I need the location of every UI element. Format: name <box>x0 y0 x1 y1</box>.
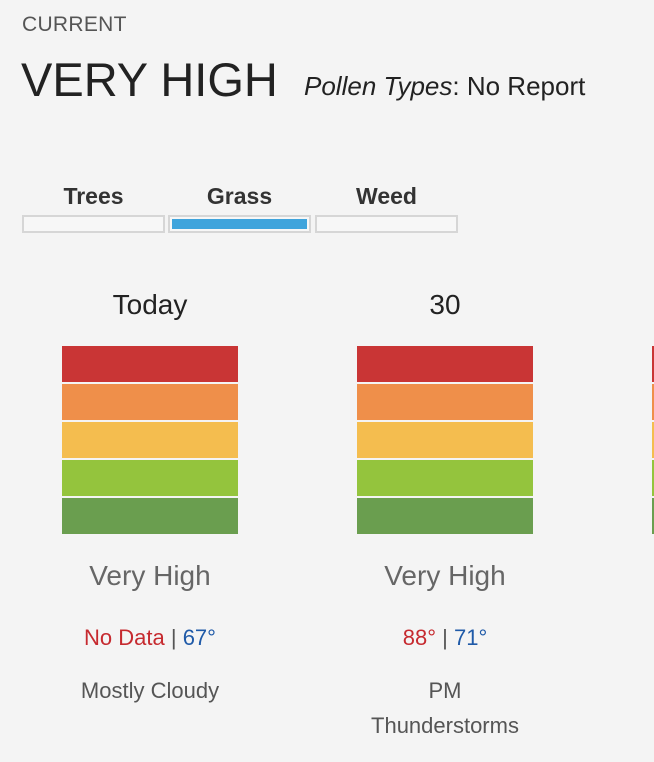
weather-condition: Mostly Cloudy <box>80 678 220 703</box>
low-temp: 71° <box>453 625 488 650</box>
meter-segment-moderate <box>652 422 654 458</box>
temp-separator: | <box>436 625 454 650</box>
meter-segment-low <box>62 460 238 496</box>
temperature-range: 88° | 71° <box>315 625 575 651</box>
weather-condition: PM Thunderstorms <box>371 678 519 738</box>
meter-segment-very-low <box>357 498 533 534</box>
pollen-types: Pollen Types: No Report <box>304 71 586 101</box>
pollen-types-label: Pollen Types <box>304 71 453 101</box>
low-temp: 67° <box>182 625 216 650</box>
tab-label: Weed <box>356 183 417 209</box>
tab-grass[interactable]: Grass <box>168 180 311 236</box>
high-temp: 88° <box>402 625 437 650</box>
tab-trees[interactable]: Trees <box>22 180 165 236</box>
meter-segment-very-high <box>62 346 238 382</box>
day-title: Today <box>112 289 188 320</box>
tab-label: Grass <box>206 183 273 209</box>
pollen-meter <box>357 346 533 536</box>
tab-indicator <box>168 215 311 233</box>
meter-segment-high <box>652 384 654 420</box>
tab-indicator <box>22 215 165 233</box>
current-label: CURRENT <box>22 13 127 36</box>
meter-segment-very-low <box>652 498 654 534</box>
day-title: 30 <box>429 289 461 320</box>
meter-segment-low <box>357 460 533 496</box>
high-temp: No Data <box>84 625 165 650</box>
tab-label: Trees <box>63 183 124 209</box>
meter-segment-high <box>62 384 238 420</box>
temp-separator: | <box>164 625 183 650</box>
meter-segment-low <box>652 460 654 496</box>
pollen-types-value: No Report <box>466 71 586 101</box>
meter-segment-very-high <box>357 346 533 382</box>
forecast-level: Very High <box>384 560 506 591</box>
meter-segment-high <box>357 384 533 420</box>
meter-segment-moderate <box>62 422 238 458</box>
meter-segment-moderate <box>357 422 533 458</box>
meter-segment-very-low <box>62 498 238 534</box>
forecast-level: Very High <box>89 560 211 591</box>
temperature-range: No Data | 67° <box>20 625 280 651</box>
pollen-tabs: Trees Grass Weed <box>22 180 458 236</box>
meter-segment-very-high <box>652 346 654 382</box>
tab-indicator <box>315 215 458 233</box>
pollen-meter <box>62 346 238 536</box>
current-pollen-level: VERY HIGH <box>21 53 278 106</box>
tab-weed[interactable]: Weed <box>315 180 458 236</box>
next-day-meter-partial <box>652 346 654 536</box>
